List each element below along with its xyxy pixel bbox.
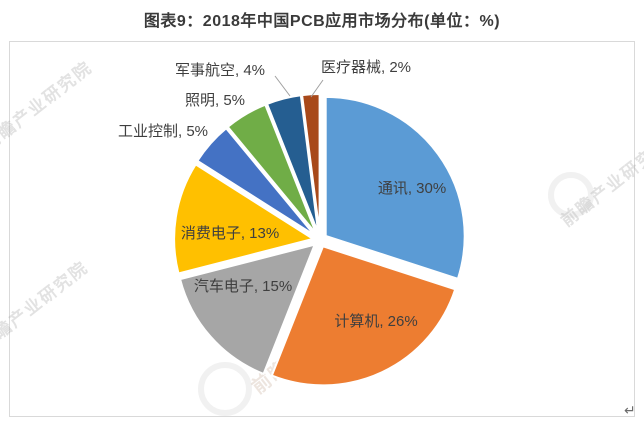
pie-slice-computer[interactable] [270, 245, 457, 387]
slice-label-consumer-electronics: 消费电子, 13% [180, 224, 280, 242]
slice-label-automotive-electronics: 汽车电子, 15% [193, 277, 293, 295]
pie-slice-communications[interactable] [324, 95, 466, 280]
slice-label-lighting: 照明, 5% [184, 91, 246, 109]
pie-slice-consumer-electronics[interactable] [173, 163, 315, 275]
pie-slice-automotive-electronics[interactable] [179, 243, 316, 375]
slice-label-medical-devices: 医疗器械, 2% [320, 58, 412, 76]
pie-slice-military-aerospace[interactable] [266, 94, 320, 235]
slice-label-industrial-control: 工业控制, 5% [117, 122, 209, 140]
pie-slice-industrial-control[interactable] [196, 127, 316, 237]
leader-line-military-aerospace [274, 75, 291, 97]
pie-slice-medical-devices[interactable] [301, 92, 321, 234]
slice-label-communications: 通讯, 30% [377, 179, 447, 197]
pie-slice-lighting[interactable] [226, 103, 318, 235]
leader-line-medical-devices [310, 79, 324, 98]
slice-label-military-aerospace: 军事航空, 4% [174, 61, 266, 79]
return-mark: ↵ [624, 402, 636, 418]
slice-label-computer: 计算机, 26% [334, 312, 418, 330]
chart-title: 图表9：2018年中国PCB应用市场分布(单位：%) [143, 13, 501, 30]
